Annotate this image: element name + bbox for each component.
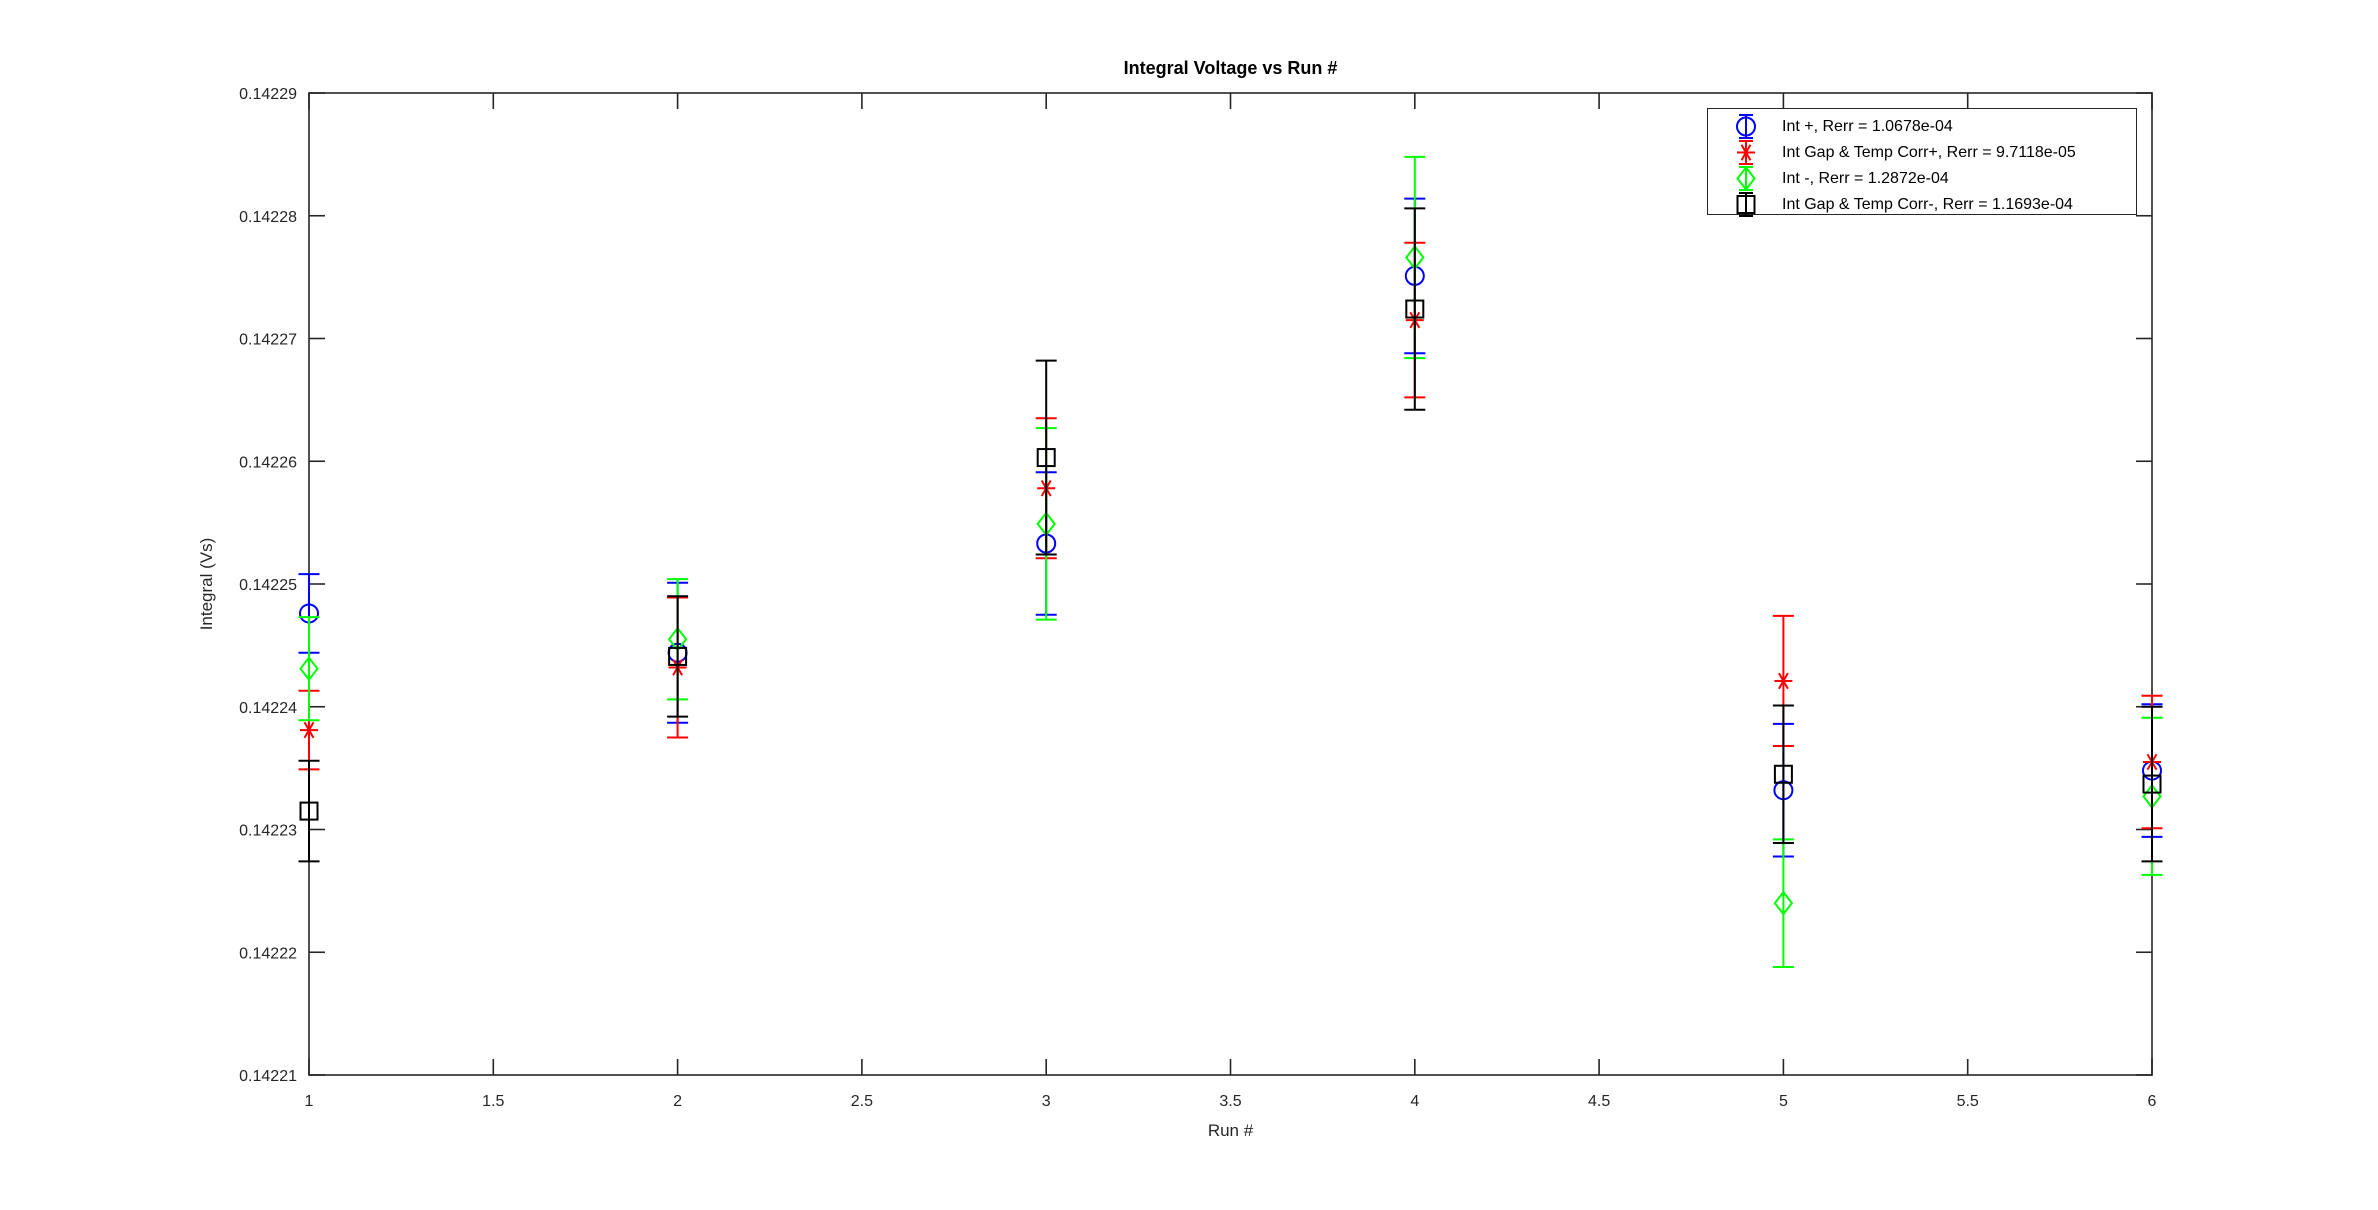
y-tick-label: 0.14226 (239, 454, 297, 471)
legend-row-int-plus: Int +, Rerr = 1.0678e-04 (1708, 113, 2136, 140)
asterisk-marker (1778, 672, 1789, 690)
x-tick-label: 6 (2148, 1093, 2157, 1110)
series-int-plus (298, 197, 2163, 858)
legend-row-int-gap-temp-corr-minus: Int Gap & Temp Corr-, Rerr = 1.1693e-04 (1708, 191, 2136, 218)
y-tick-label: 0.14224 (239, 700, 297, 717)
legend-label: Int Gap & Temp Corr-, Rerr = 1.1693e-04 (1782, 195, 2073, 213)
legend-row-int-minus: Int -, Rerr = 1.2872e-04 (1708, 165, 2136, 192)
errorbar-circle-icon (1736, 114, 1756, 139)
x-tick-label: 1 (305, 1093, 314, 1110)
chart-title: Integral Voltage vs Run # (1123, 58, 1338, 78)
legend-label: Int -, Rerr = 1.2872e-04 (1782, 169, 1949, 187)
y-tick-label: 0.14228 (239, 209, 297, 226)
axes-box (308, 92, 2153, 1076)
square-marker (1036, 448, 1056, 468)
errorbar-asterisk-icon (1737, 140, 1755, 165)
series-int-gap-temp-corr-plus (298, 241, 2163, 830)
diamond-marker (1773, 890, 1794, 916)
square-marker (2142, 774, 2162, 794)
square-marker (1405, 299, 1425, 319)
x-tick-label: 4 (1410, 1093, 1419, 1110)
diamond-marker (1736, 165, 1756, 192)
x-tick-label: 4.5 (1588, 1093, 1610, 1110)
x-tick-label: 3 (1042, 1093, 1051, 1110)
diamond-marker (299, 656, 319, 682)
x-tick-label: 2 (673, 1093, 682, 1110)
x-tick-label: 5 (1779, 1093, 1788, 1110)
x-tick-label: 5.5 (1957, 1093, 1979, 1110)
x-tick-label: 1.5 (482, 1093, 504, 1110)
y-tick-label: 0.14223 (239, 823, 297, 840)
legend-row-int-gap-temp-corr-plus: Int Gap & Temp Corr+, Rerr = 9.7118e-05 (1708, 139, 2136, 166)
square-marker (1773, 764, 1793, 784)
series-int-gap-temp-corr-minus (298, 207, 2163, 863)
square-marker (668, 646, 688, 666)
legend-label: Int +, Rerr = 1.0678e-04 (1782, 117, 1953, 135)
legend-label: Int Gap & Temp Corr+, Rerr = 9.7118e-05 (1782, 143, 2076, 161)
y-tick-label: 0.14225 (239, 577, 297, 594)
errorbar-square-icon (1736, 192, 1756, 217)
square-marker (1736, 195, 1756, 214)
y-tick-label: 0.14229 (239, 86, 297, 103)
series-int-minus (298, 155, 2163, 968)
x-tick-label: 2.5 (851, 1093, 873, 1110)
y-tick-label: 0.14221 (239, 1068, 297, 1085)
y-tick-label: 0.14222 (239, 945, 297, 962)
x-tick-label: 3.5 (1219, 1093, 1241, 1110)
legend: Int +, Rerr = 1.0678e-04 Int Gap & Temp … (1707, 108, 2137, 218)
circle-marker (1736, 116, 1756, 137)
square-marker (299, 801, 319, 821)
asterisk-marker (303, 721, 315, 739)
x-axis-label: Run # (1207, 1121, 1254, 1140)
errorbar-diamond-icon (1736, 165, 1756, 192)
asterisk-marker (1740, 144, 1752, 161)
y-tick-label: 0.14227 (239, 332, 297, 349)
